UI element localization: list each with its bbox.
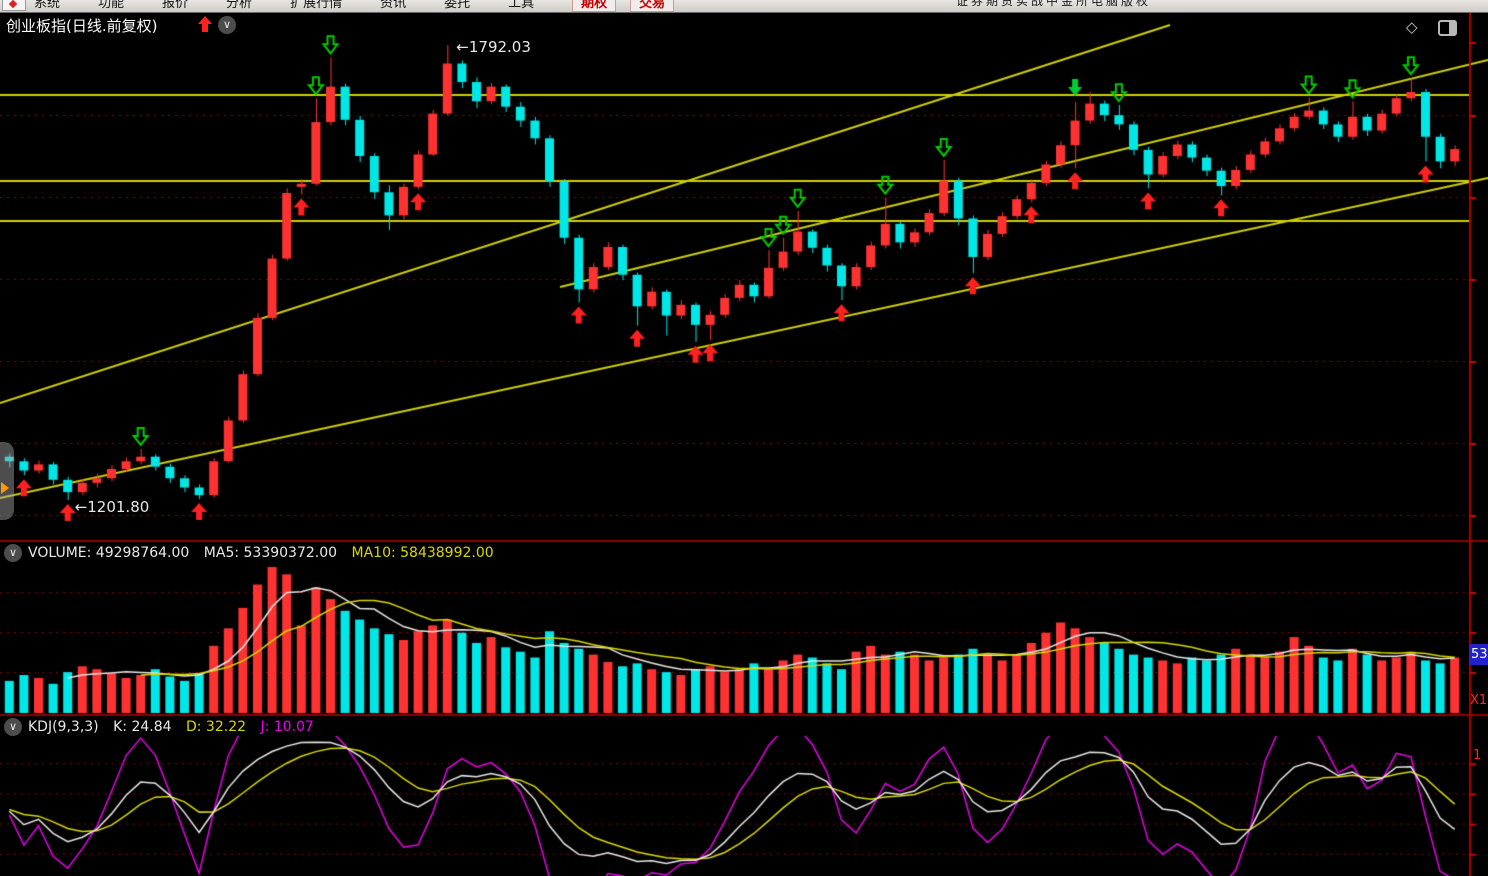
menu-item[interactable]: 报价 bbox=[162, 0, 189, 11]
chart-title: 创业板指(日线.前复权) bbox=[6, 17, 158, 35]
menubar-right-text: 证券期货实战中金所电脑版权 bbox=[956, 0, 1152, 8]
volume-header: VOLUME: 49298764.00 MA5: 53390372.00 MA1… bbox=[28, 545, 504, 561]
menu-item[interactable]: 功能 bbox=[98, 0, 125, 11]
play-triangle-icon bbox=[1, 482, 9, 494]
menu-item[interactable]: 扩展行情 bbox=[290, 0, 343, 11]
chevron-down-icon[interactable]: ∨ bbox=[4, 544, 22, 562]
menu-item-highlighted[interactable]: 交易 bbox=[630, 0, 675, 12]
volume-ma10-value: MA10: 58438992.00 bbox=[351, 545, 494, 561]
window-split-icon[interactable] bbox=[1438, 20, 1457, 36]
kdj-header: KDJ(9,3,3) K: 24.84 D: 32.22 J: 10.07 bbox=[28, 719, 324, 735]
menu-item[interactable]: 委托 bbox=[444, 0, 471, 11]
kdj-k-value: K: 24.84 bbox=[113, 719, 172, 735]
chevron-down-icon[interactable]: ∨ bbox=[218, 16, 236, 34]
app-logo-icon[interactable] bbox=[2, 0, 26, 11]
menu-item-highlighted[interactable]: 期权 bbox=[572, 0, 617, 12]
high-price-annotation: ←1792.03 bbox=[456, 38, 531, 56]
volume-axis-badge: 53 bbox=[1469, 644, 1488, 665]
kdj-d-value: D: 32.22 bbox=[185, 719, 247, 735]
menu-item[interactable]: 工具 bbox=[508, 0, 535, 11]
menu-bar: 系统 功能 报价 分析 扩展行情 资讯 委托 工具 期权 交易 证券期货实战中金所电脑版权 bbox=[0, 0, 1488, 13]
menu-item[interactable]: 系统 bbox=[34, 0, 61, 11]
kdj-axis-label: 1 bbox=[1473, 748, 1482, 763]
volume-ma5-value: MA5: 53390372.00 bbox=[203, 545, 338, 561]
trend-up-arrow-icon bbox=[198, 16, 212, 32]
volume-value: VOLUME: 49298764.00 bbox=[28, 545, 190, 561]
volume-axis-multiplier: X1 bbox=[1470, 693, 1488, 708]
kdj-label: KDJ(9,3,3) bbox=[28, 719, 99, 735]
scroll-handle-overlay[interactable] bbox=[0, 442, 14, 520]
menu-items: 系统 功能 报价 分析 扩展行情 资讯 委托 工具 期权 交易 bbox=[34, 0, 688, 12]
low-price-annotation: ←1201.80 bbox=[74, 498, 150, 516]
diamond-icon[interactable]: ◇ bbox=[1406, 18, 1418, 36]
kdj-j-value: J: 10.07 bbox=[260, 719, 314, 735]
menu-item[interactable]: 资讯 bbox=[380, 0, 407, 11]
menu-item[interactable]: 分析 bbox=[226, 0, 253, 11]
chevron-down-icon[interactable]: ∨ bbox=[4, 718, 22, 736]
